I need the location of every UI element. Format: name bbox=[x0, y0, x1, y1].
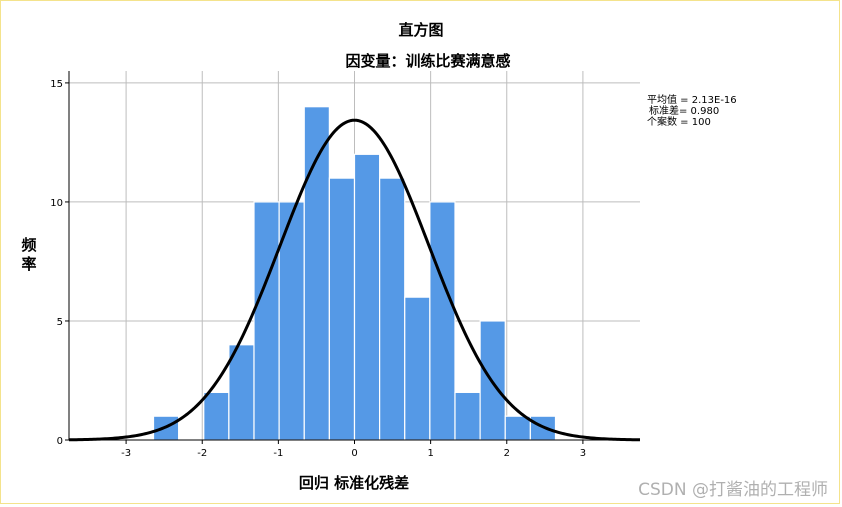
histogram-bar bbox=[253, 201, 280, 441]
y-axis-label: 频 率 bbox=[21, 236, 36, 273]
x-tick-label: 3 bbox=[580, 448, 586, 459]
stats-mean: 平均值 = 2.13E-16 bbox=[647, 93, 737, 106]
chart-title: 直方图 bbox=[398, 21, 443, 39]
histogram-bars bbox=[152, 106, 557, 441]
histogram-bar bbox=[228, 344, 255, 441]
y-tick-label: 0 bbox=[57, 436, 63, 447]
histogram-bar bbox=[404, 296, 431, 441]
histogram-bar bbox=[379, 177, 406, 441]
x-tick-label: 1 bbox=[427, 448, 433, 459]
stats-box: 平均值 = 2.13E-16 标准差= 0.980 个案数 = 100 bbox=[647, 93, 737, 128]
y-tick-label: 15 bbox=[50, 79, 63, 90]
y-axis-label-char-1: 频 bbox=[21, 236, 36, 254]
x-tick-label: 2 bbox=[504, 448, 510, 459]
stats-sd: 标准差= 0.980 bbox=[649, 104, 719, 117]
histogram-bar bbox=[328, 177, 356, 441]
x-tick-label: -2 bbox=[197, 448, 207, 459]
x-tick-label: 0 bbox=[351, 448, 357, 459]
y-axis-label-char-2: 率 bbox=[21, 255, 36, 273]
x-axis-label: 回归 标准化残差 bbox=[299, 474, 409, 492]
stats-n: 个案数 = 100 bbox=[647, 115, 711, 128]
normal-curve bbox=[68, 118, 641, 442]
histogram-bar bbox=[429, 201, 456, 441]
chart-subtitle: 因变量：训练比赛满意感 bbox=[345, 52, 510, 70]
histogram-bar bbox=[203, 391, 230, 441]
x-tick-label: -1 bbox=[273, 448, 283, 459]
y-tick-label: 10 bbox=[50, 198, 63, 209]
x-tick-label: -3 bbox=[121, 448, 131, 459]
normal-curve-layer bbox=[68, 118, 641, 442]
tick-labels: -3 -2 -1 0 1 2 3 0 5 10 15 bbox=[50, 79, 586, 459]
histogram-bar bbox=[504, 415, 531, 441]
histogram-bar bbox=[353, 153, 381, 441]
y-tick-label: 5 bbox=[57, 317, 63, 328]
histogram-bar bbox=[454, 391, 481, 441]
watermark: CSDN @打酱油的工程师 bbox=[638, 480, 828, 500]
